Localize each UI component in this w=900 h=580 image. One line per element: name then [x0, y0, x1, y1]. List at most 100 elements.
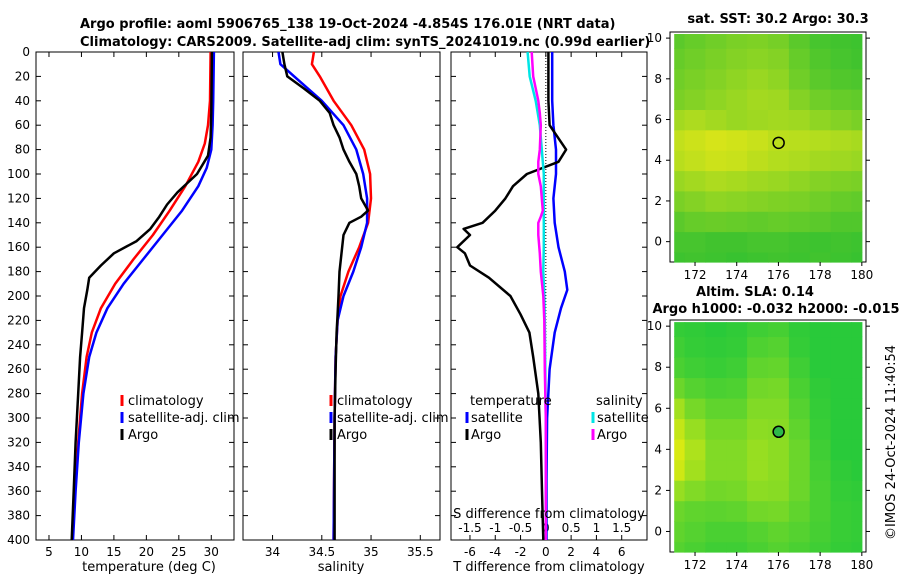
heatmap-cell [684, 336, 707, 358]
heatmap-cell [726, 398, 748, 420]
x-tick-label: 174 [725, 558, 748, 572]
heatmap-cell [747, 521, 769, 543]
heatmap-cell [809, 48, 832, 70]
y-tick-label: 2 [654, 194, 662, 208]
heatmap-cell [747, 48, 769, 70]
heatmap-cell [788, 398, 811, 420]
heatmap-cell [809, 68, 832, 90]
heatmap-cell [726, 541, 748, 553]
x-tick-label: -6 [464, 545, 476, 559]
heatmap-cell [830, 68, 853, 90]
heatmap-cell [788, 150, 811, 172]
x-tick-label: 172 [684, 558, 707, 572]
heatmap-cell [830, 129, 853, 151]
x-tick-label: 4 [593, 545, 601, 559]
series-line-t-satellite [545, 52, 569, 540]
heatmap-cell [788, 211, 811, 233]
legend-title-salinity: salinity [596, 394, 643, 409]
heatmap-cell [674, 68, 686, 90]
heatmap-cell [768, 129, 790, 151]
x-tick-label: -2 [515, 545, 527, 559]
heatmap-cell [830, 398, 853, 420]
depth-tick-label: 0 [22, 45, 30, 59]
heatmap-cell [851, 34, 863, 49]
heatmap-cell [809, 418, 832, 440]
heatmap-cell [684, 398, 707, 420]
imos-credit: ©IMOS 24-Oct-2024 11:40:54 [884, 345, 899, 540]
heatmap-cell [830, 190, 853, 212]
heatmap-cell [768, 251, 790, 263]
heatmap-cell [768, 211, 790, 233]
x-tick-label: 176 [767, 558, 790, 572]
heatmap-cell [674, 377, 686, 399]
heatmap-cell [809, 336, 832, 358]
heatmap-cell [809, 211, 832, 233]
heatmap-cell [830, 459, 853, 481]
heatmap-cell [726, 336, 748, 358]
argo-position-marker [772, 425, 785, 439]
heatmap-cell [788, 190, 811, 212]
heatmap-cell [768, 521, 790, 543]
heatmap-cell [809, 439, 832, 461]
x-top-tick-label: 1.5 [612, 521, 631, 535]
heatmap-cell [768, 190, 790, 212]
temperature-panel: 5 10 15 20 25 30 [35, 51, 235, 559]
heatmap-cell [674, 459, 686, 481]
series-line-s-argo [530, 51, 548, 540]
heatmap-cell [705, 500, 727, 522]
heatmap-cell [830, 521, 853, 543]
heatmap-cell [747, 190, 769, 212]
heatmap-cell [674, 439, 686, 461]
heatmap-cell [788, 129, 811, 151]
heatmap-cell [788, 68, 811, 90]
heatmap-cell [768, 170, 790, 192]
difference-xlabel-top: S difference from climatology [453, 507, 645, 522]
heatmap-cell [768, 34, 790, 49]
x-tick-label: 34.5 [308, 545, 335, 559]
sst-map-panel: 172 174 176 178 180 0 2 4 6 8 10 [647, 31, 874, 282]
x-tick-label: 178 [809, 558, 832, 572]
heatmap-cell [684, 129, 707, 151]
heatmap-cell [830, 231, 853, 253]
heatmap-cell [747, 336, 769, 358]
y-tick-label: 6 [654, 401, 662, 415]
x-tick-label: 6 [618, 545, 626, 559]
heatmap-cell [674, 336, 686, 358]
x-tick-label: 180 [850, 558, 873, 572]
heatmap-cell [747, 231, 769, 253]
heatmap-cell [851, 336, 863, 358]
heatmap-cell [705, 541, 727, 553]
heatmap-cell [705, 377, 727, 399]
heatmap-cell [684, 190, 707, 212]
heatmap-cell [830, 500, 853, 522]
heatmap-cell [788, 418, 811, 440]
heatmap-cell [726, 34, 748, 49]
heatmap-cell [788, 357, 811, 379]
x-tick-label: 176 [767, 268, 790, 282]
y-tick-label: 4 [654, 153, 662, 167]
heatmap-cell [674, 322, 686, 338]
heatmap-cell [809, 357, 832, 379]
heatmap-cell [684, 89, 707, 110]
heatmap-cell [788, 322, 811, 338]
heatmap-cell [851, 459, 863, 481]
heatmap-cell [684, 170, 707, 192]
y-tick-label: 10 [647, 319, 662, 333]
heatmap-cell [726, 231, 748, 253]
heatmap-cell [705, 129, 727, 151]
heatmap-cell [674, 34, 686, 49]
x-tick-label: 35.5 [407, 545, 434, 559]
heatmap-cell [768, 48, 790, 70]
legend-label-s-satellite: satellite [597, 411, 649, 426]
heatmap-cell [788, 377, 811, 399]
y-tick-label: 6 [654, 113, 662, 127]
heatmap-cell [788, 500, 811, 522]
heatmap-cell [768, 459, 790, 481]
depth-tick-label: 260 [7, 362, 30, 376]
heatmap-cell [788, 480, 811, 502]
heatmap-cell [747, 68, 769, 90]
heatmap-cell [830, 322, 853, 338]
heatmap-cell [788, 251, 811, 263]
heatmap-cell [684, 521, 707, 543]
depth-tick-label: 180 [7, 265, 30, 279]
